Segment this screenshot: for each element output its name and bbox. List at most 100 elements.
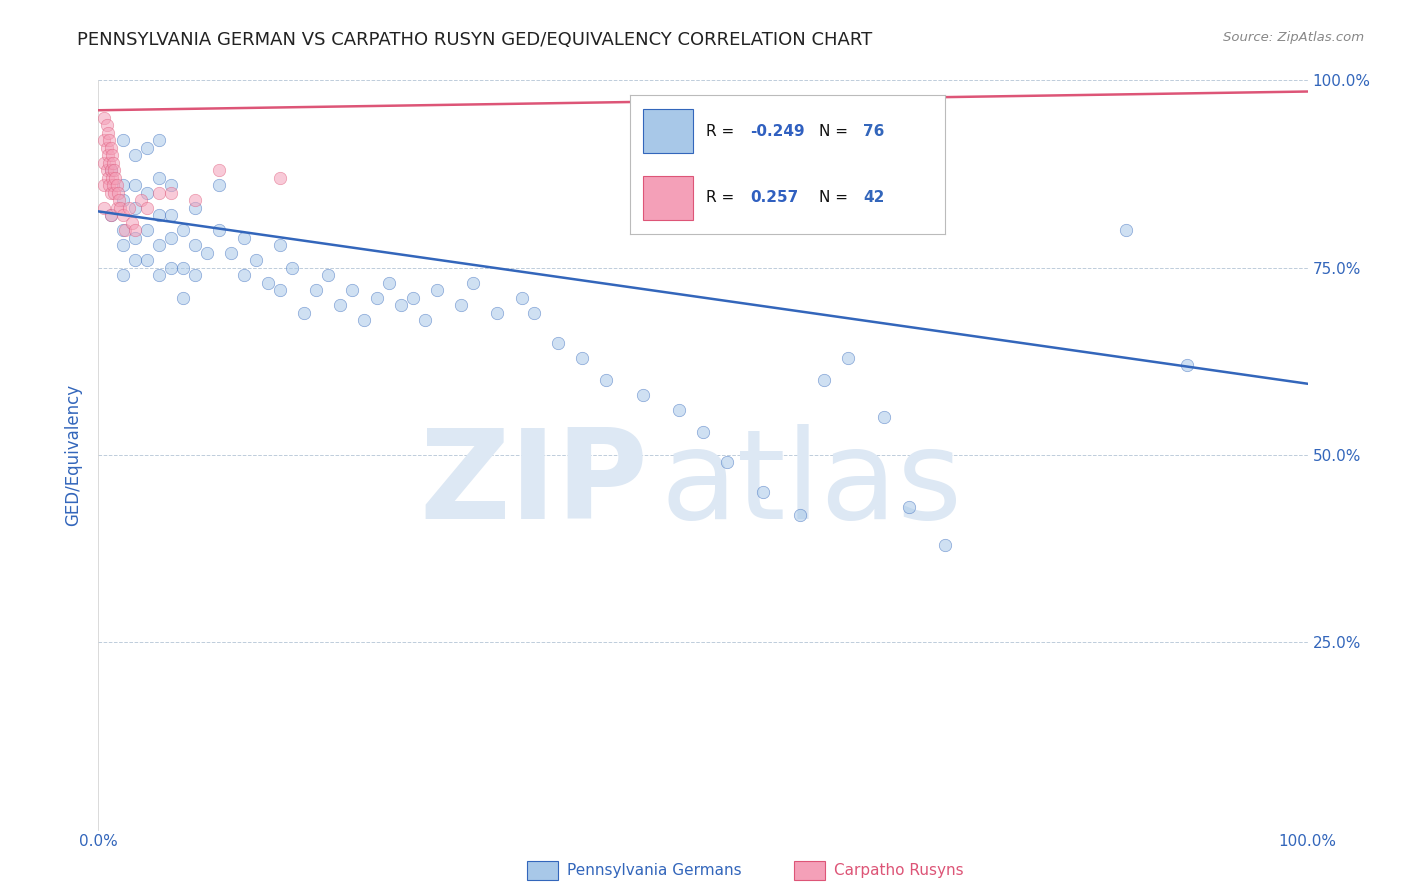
Point xyxy=(353,313,375,327)
Point xyxy=(100,170,122,185)
Point xyxy=(96,118,118,132)
Point xyxy=(97,148,120,162)
Point xyxy=(124,253,146,268)
Point xyxy=(100,186,122,200)
Point xyxy=(752,485,775,500)
Point xyxy=(934,538,956,552)
Point xyxy=(547,335,569,350)
Point xyxy=(104,170,127,185)
Point xyxy=(184,268,207,282)
Point xyxy=(897,500,920,515)
Point xyxy=(148,170,170,185)
Point xyxy=(329,298,352,312)
Point xyxy=(105,178,128,193)
Point xyxy=(100,163,122,178)
Point xyxy=(813,373,835,387)
Point xyxy=(316,268,339,282)
Point xyxy=(184,201,207,215)
Point xyxy=(1175,358,1198,372)
Point xyxy=(172,291,194,305)
Point xyxy=(93,133,115,147)
Point xyxy=(124,230,146,244)
Text: Carpatho Rusyns: Carpatho Rusyns xyxy=(834,863,963,878)
Point xyxy=(789,508,811,522)
Point xyxy=(98,155,121,169)
Point xyxy=(148,186,170,200)
Point xyxy=(172,260,194,275)
Text: Source: ZipAtlas.com: Source: ZipAtlas.com xyxy=(1223,31,1364,45)
Point xyxy=(96,163,118,178)
Point xyxy=(111,133,134,147)
Point xyxy=(692,425,714,440)
Point xyxy=(232,230,254,244)
Point xyxy=(124,148,146,162)
Point xyxy=(148,133,170,147)
Point xyxy=(101,178,124,193)
Point xyxy=(100,208,122,222)
Point xyxy=(100,163,122,178)
Point xyxy=(292,305,315,319)
Point xyxy=(124,178,146,193)
Text: ZIP: ZIP xyxy=(420,425,648,545)
Point xyxy=(103,163,125,178)
Point xyxy=(184,238,207,252)
Point xyxy=(97,170,120,185)
Point xyxy=(195,245,218,260)
Point xyxy=(342,283,364,297)
Point xyxy=(103,186,125,200)
Point xyxy=(1115,223,1137,237)
Point xyxy=(184,193,207,207)
Point xyxy=(108,193,131,207)
Point xyxy=(111,193,134,207)
Point xyxy=(668,403,690,417)
Point xyxy=(93,155,115,169)
Text: PENNSYLVANIA GERMAN VS CARPATHO RUSYN GED/EQUIVALENCY CORRELATION CHART: PENNSYLVANIA GERMAN VS CARPATHO RUSYN GE… xyxy=(77,31,873,49)
Point xyxy=(124,201,146,215)
Point xyxy=(114,223,136,237)
Point xyxy=(389,298,412,312)
Point xyxy=(124,223,146,237)
Point xyxy=(135,223,157,237)
Point xyxy=(160,260,183,275)
Point xyxy=(118,201,141,215)
Point xyxy=(96,141,118,155)
Point xyxy=(366,291,388,305)
Point xyxy=(148,268,170,282)
Point xyxy=(305,283,328,297)
Point xyxy=(510,291,533,305)
Text: Pennsylvania Germans: Pennsylvania Germans xyxy=(567,863,741,878)
Y-axis label: GED/Equivalency: GED/Equivalency xyxy=(65,384,83,526)
Point xyxy=(135,186,157,200)
Point xyxy=(172,223,194,237)
Point xyxy=(463,276,485,290)
Point xyxy=(595,373,617,387)
Point xyxy=(148,238,170,252)
Point xyxy=(121,216,143,230)
Point xyxy=(97,126,120,140)
Point xyxy=(160,186,183,200)
Point xyxy=(100,141,122,155)
Point xyxy=(269,170,291,185)
Point xyxy=(98,133,121,147)
Point xyxy=(160,208,183,222)
Point xyxy=(111,208,134,222)
Point xyxy=(377,276,399,290)
Point xyxy=(873,410,896,425)
Point xyxy=(100,148,122,162)
Point xyxy=(245,253,267,268)
Point xyxy=(208,163,231,178)
Point xyxy=(281,260,304,275)
Point xyxy=(108,201,131,215)
Point xyxy=(111,268,134,282)
Point xyxy=(523,305,546,319)
Point xyxy=(426,283,449,297)
Point xyxy=(256,276,278,290)
Point xyxy=(208,223,231,237)
Text: atlas: atlas xyxy=(661,425,963,545)
Point xyxy=(93,178,115,193)
Point xyxy=(129,193,152,207)
Point xyxy=(631,388,654,402)
Point xyxy=(107,186,129,200)
Point xyxy=(105,201,128,215)
Point xyxy=(269,238,291,252)
